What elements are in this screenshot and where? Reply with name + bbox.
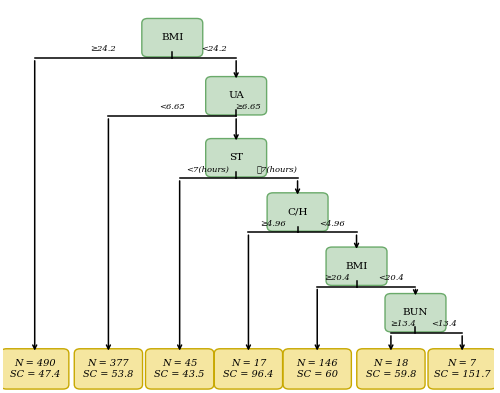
FancyBboxPatch shape xyxy=(74,349,142,389)
FancyBboxPatch shape xyxy=(214,349,282,389)
Text: N = 45
SC = 43.5: N = 45 SC = 43.5 xyxy=(154,359,205,378)
FancyBboxPatch shape xyxy=(267,193,328,231)
Text: N = 490
SC = 47.4: N = 490 SC = 47.4 xyxy=(10,359,60,378)
Text: C/H: C/H xyxy=(288,208,308,217)
FancyBboxPatch shape xyxy=(283,349,352,389)
Text: <20.4: <20.4 xyxy=(378,274,404,282)
Text: ≥24.2: ≥24.2 xyxy=(90,45,117,53)
FancyBboxPatch shape xyxy=(142,18,203,57)
FancyBboxPatch shape xyxy=(385,294,446,332)
Text: BMI: BMI xyxy=(346,262,368,271)
FancyBboxPatch shape xyxy=(357,349,425,389)
Text: <13.4: <13.4 xyxy=(431,320,456,329)
Text: BMI: BMI xyxy=(161,33,184,42)
FancyBboxPatch shape xyxy=(0,349,69,389)
FancyBboxPatch shape xyxy=(206,77,266,115)
Text: BUN: BUN xyxy=(402,308,428,317)
Text: N = 7
SC = 151.7: N = 7 SC = 151.7 xyxy=(434,359,490,378)
Text: ≥20.4: ≥20.4 xyxy=(324,274,350,282)
Text: <7(hours): <7(hours) xyxy=(186,165,230,173)
Text: ≥13.4: ≥13.4 xyxy=(390,320,416,329)
Text: ≧7(hours): ≧7(hours) xyxy=(256,165,297,173)
Text: N = 377
SC = 53.8: N = 377 SC = 53.8 xyxy=(83,359,134,378)
FancyBboxPatch shape xyxy=(326,247,387,285)
Text: ST: ST xyxy=(229,153,243,162)
FancyBboxPatch shape xyxy=(206,139,266,177)
Text: N = 18
SC = 59.8: N = 18 SC = 59.8 xyxy=(366,359,416,378)
Text: N = 146
SC = 60: N = 146 SC = 60 xyxy=(296,359,338,378)
Text: ≥6.65: ≥6.65 xyxy=(236,103,262,112)
Text: <24.2: <24.2 xyxy=(201,45,227,53)
Text: ≥4.96: ≥4.96 xyxy=(260,220,286,228)
Text: UA: UA xyxy=(228,91,244,100)
Text: <4.96: <4.96 xyxy=(319,220,345,228)
Text: N = 17
SC = 96.4: N = 17 SC = 96.4 xyxy=(223,359,274,378)
Text: <6.65: <6.65 xyxy=(160,103,185,112)
FancyBboxPatch shape xyxy=(146,349,214,389)
FancyBboxPatch shape xyxy=(428,349,496,389)
